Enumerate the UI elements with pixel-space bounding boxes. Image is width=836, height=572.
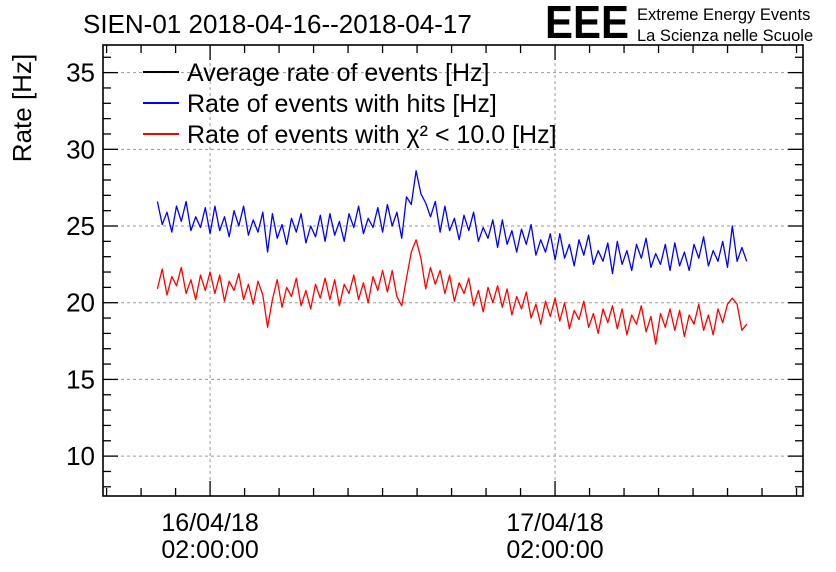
plot-frame: [102, 44, 804, 497]
x-tick-label-date: 17/04/18: [506, 509, 603, 537]
y-tick-label: 15: [66, 364, 95, 394]
axis-ticks: [103, 45, 803, 496]
series-layer: [156, 170, 748, 345]
y-tick-label: 25: [66, 211, 95, 241]
legend-entry-average: Average rate of events [Hz]: [143, 59, 489, 87]
legend-label-chi2: Rate of events with χ² < 10.0 [Hz]: [187, 121, 557, 149]
x-tick-label-date: 16/04/18: [161, 509, 258, 537]
legend: Average rate of events [Hz] Rate of even…: [143, 59, 557, 149]
y-tick-label: 20: [66, 288, 95, 318]
y-tick-label: 30: [66, 134, 95, 164]
series-chi2-line: [156, 239, 748, 345]
y-tick-label: 35: [66, 58, 95, 88]
gridlines: [103, 45, 803, 496]
logo-line-1: Extreme Energy Events: [637, 6, 810, 24]
eee-logo: EEE Extreme Energy Events La Scienza nel…: [545, 0, 813, 48]
series-hits-line: [156, 170, 748, 275]
legend-entry-hits: Rate of events with hits [Hz]: [143, 90, 497, 118]
x-tick-label-time: 02:00:00: [161, 536, 258, 564]
logo-line-2: La Scienza nelle Scuole: [637, 27, 813, 45]
legend-label-hits: Rate of events with hits [Hz]: [187, 90, 497, 118]
x-tick-label-time: 02:00:00: [506, 536, 603, 564]
legend-entry-chi2: Rate of events with χ² < 10.0 [Hz]: [143, 121, 557, 149]
legend-label-average: Average rate of events [Hz]: [187, 59, 489, 87]
y-tick-label: 10: [66, 441, 95, 471]
axis-tick-labels: 10152025303516/04/1802:00:0017/04/1802:0…: [66, 58, 604, 564]
logo-mark: EEE: [545, 0, 629, 48]
chart-title: SIEN-01 2018-04-16--2018-04-17: [83, 9, 472, 39]
y-axis-label: Rate [Hz]: [7, 54, 37, 162]
